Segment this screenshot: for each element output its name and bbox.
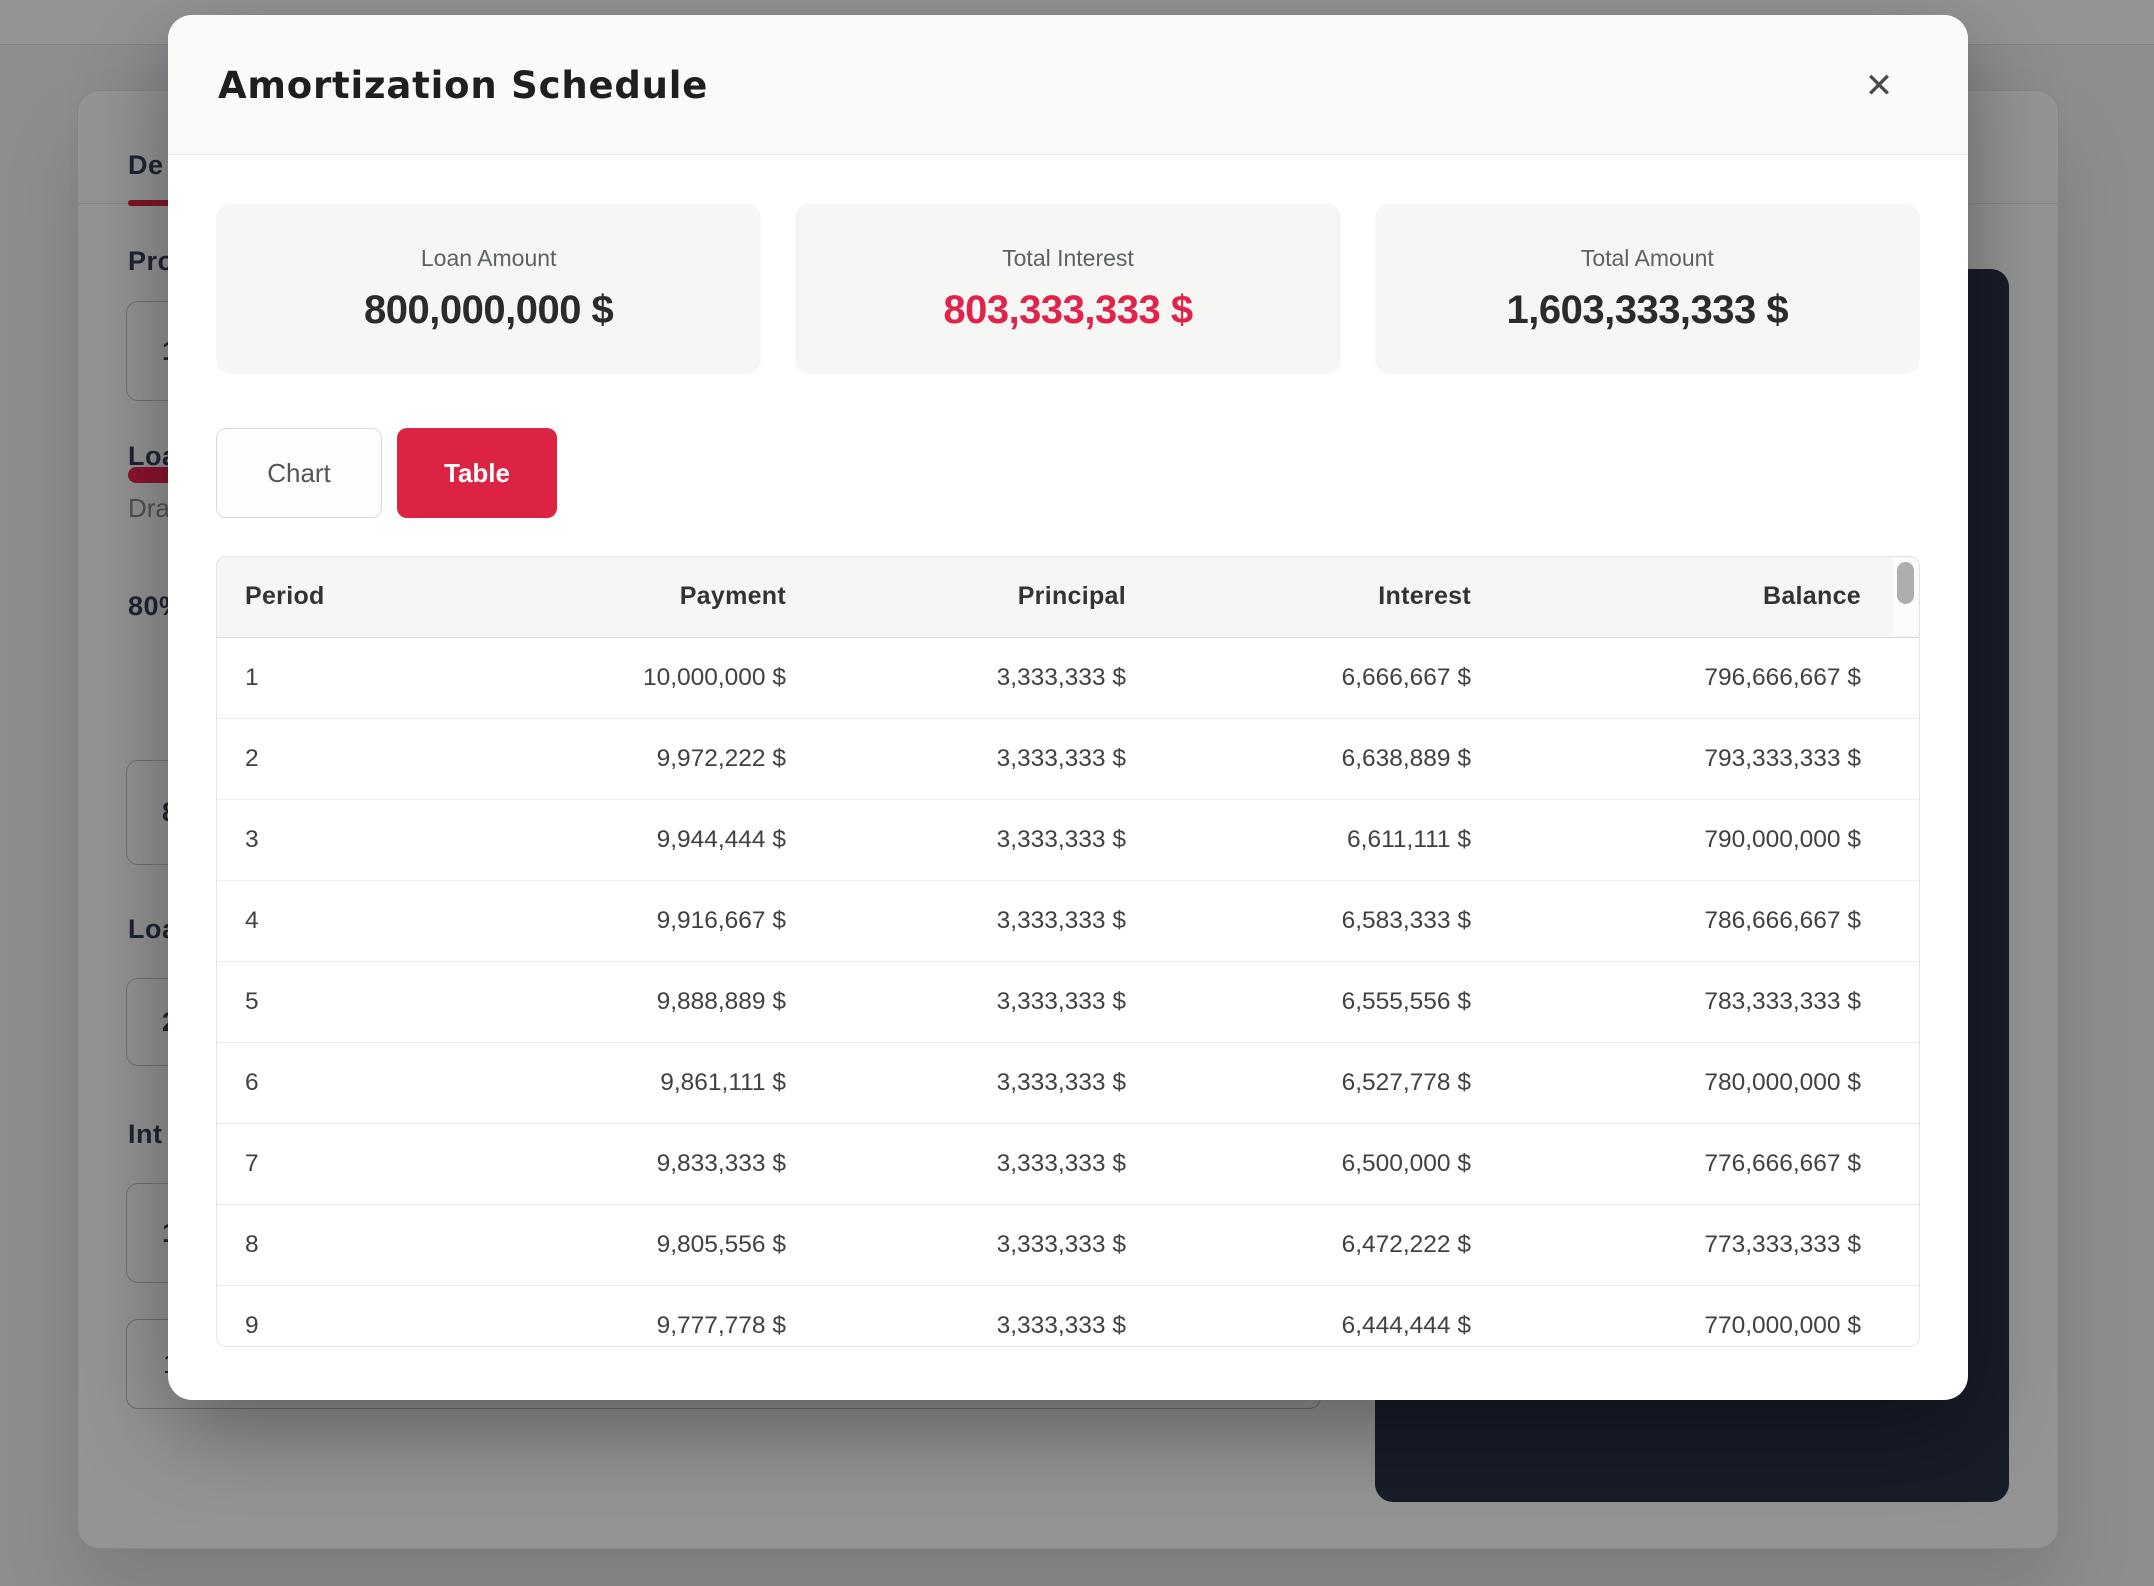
cell-payment: 9,888,889 $ <box>577 960 802 1042</box>
cell-balance: 776,666,667 $ <box>1487 1122 1919 1204</box>
modal-title: Amortization Schedule <box>218 63 709 107</box>
amortization-table-container[interactable]: Period Payment Principal Interest Balanc… <box>216 556 1920 1347</box>
cell-balance: 770,000,000 $ <box>1487 1284 1919 1346</box>
cell-period: 3 <box>217 798 577 880</box>
total-interest-card-label: Total Interest <box>1002 245 1134 271</box>
table-button[interactable]: Table <box>397 428 557 518</box>
cell-interest: 6,583,333 $ <box>1142 879 1487 961</box>
table-row: 8 9,805,556 $ 3,333,333 $ 6,472,222 $ 77… <box>217 1203 1919 1285</box>
cell-payment: 9,777,778 $ <box>577 1284 802 1346</box>
amortization-modal: Amortization Schedule ✕ Loan Amount 800,… <box>168 15 1968 1400</box>
table-row: 5 9,888,889 $ 3,333,333 $ 6,555,556 $ 78… <box>217 960 1919 1042</box>
total-interest-card: Total Interest 803,333,333 $ <box>795 204 1341 374</box>
cell-payment: 9,944,444 $ <box>577 798 802 880</box>
cell-principal: 3,333,333 $ <box>802 717 1142 799</box>
property-label: Pro <box>128 246 175 276</box>
drag-helper-text: Dra <box>128 493 170 523</box>
table-row: 7 9,833,333 $ 3,333,333 $ 6,500,000 $ 77… <box>217 1122 1919 1204</box>
cell-balance: 796,666,667 $ <box>1704 663 1861 691</box>
cell-principal: 3,333,333 $ <box>996 663 1126 691</box>
tab-deal[interactable]: De <box>128 150 164 180</box>
cell-balance: 786,666,667 $ <box>1487 879 1919 961</box>
cell-period: 1 <box>245 663 259 691</box>
table-row: 6 9,861,111 $ 3,333,333 $ 6,527,778 $ 78… <box>217 1041 1919 1123</box>
col-period: Period <box>217 557 577 638</box>
cell-balance: 793,333,333 $ <box>1487 717 1919 799</box>
cell-principal: 3,333,333 $ <box>802 1284 1142 1346</box>
cell-interest: 6,444,444 $ <box>1142 1284 1487 1346</box>
total-amount-card: Total Amount 1,603,333,333 $ <box>1374 204 1920 374</box>
col-balance: Balance <box>1487 557 1919 638</box>
cell-interest: 6,638,889 $ <box>1142 717 1487 799</box>
cell-principal: 3,333,333 $ <box>802 1041 1142 1123</box>
view-toggle: Chart Table <box>216 428 1920 518</box>
cell-payment: 9,916,667 $ <box>577 879 802 961</box>
table-row: 9 9,777,778 $ 3,333,333 $ 6,444,444 $ 77… <box>217 1284 1919 1346</box>
total-interest-card-value: 803,333,333 $ <box>943 288 1193 332</box>
cell-balance: 783,333,333 $ <box>1487 960 1919 1042</box>
cell-payment: 9,833,333 $ <box>577 1122 802 1204</box>
col-principal: Principal <box>802 557 1142 638</box>
total-amount-card-label: Total Amount <box>1580 245 1714 271</box>
table-row: 4 9,916,667 $ 3,333,333 $ 6,583,333 $ 78… <box>217 879 1919 961</box>
cell-interest: 6,472,222 $ <box>1142 1203 1487 1285</box>
cell-interest: 6,611,111 $ <box>1142 798 1487 880</box>
total-amount-card-value: 1,603,333,333 $ <box>1506 288 1789 332</box>
cell-principal: 3,333,333 $ <box>802 879 1142 961</box>
cell-interest: 6,527,778 $ <box>1142 1041 1487 1123</box>
cell-period: 8 <box>217 1203 577 1285</box>
table-header-row: Period Payment Principal Interest Balanc… <box>217 557 1919 638</box>
col-interest: Interest <box>1142 557 1487 638</box>
loan-amount-card-label: Loan Amount <box>420 245 557 271</box>
cell-payment: 9,805,556 $ <box>577 1203 802 1285</box>
cell-period: 2 <box>217 717 577 799</box>
cell-period: 9 <box>217 1284 577 1346</box>
cell-balance: 773,333,333 $ <box>1487 1203 1919 1285</box>
summary-cards-row: Loan Amount 800,000,000 $ Total Interest… <box>216 204 1920 374</box>
cell-principal: 3,333,333 $ <box>802 1122 1142 1204</box>
loan-amount-card-value: 800,000,000 $ <box>364 288 614 332</box>
interest-label: Int <box>128 1119 163 1149</box>
table-row: 1 10,000,000 $ 3,333,333 $ 6,666,667 $ 7… <box>217 637 1919 718</box>
cell-balance: 790,000,000 $ <box>1487 798 1919 880</box>
table-scrollbar[interactable] <box>1897 562 1914 604</box>
col-payment: Payment <box>577 557 802 638</box>
cell-payment: 9,972,222 $ <box>577 717 802 799</box>
chart-button[interactable]: Chart <box>216 428 382 518</box>
table-row: 3 9,944,444 $ 3,333,333 $ 6,611,111 $ 79… <box>217 798 1919 880</box>
cell-principal: 3,333,333 $ <box>802 798 1142 880</box>
cell-interest: 6,555,556 $ <box>1142 960 1487 1042</box>
loan-amount-card: Loan Amount 800,000,000 $ <box>216 204 762 374</box>
cell-payment: 10,000,000 $ <box>642 663 786 691</box>
cell-period: 6 <box>217 1041 577 1123</box>
cell-period: 5 <box>217 960 577 1042</box>
cell-payment: 9,861,111 $ <box>577 1041 802 1123</box>
modal-header: Amortization Schedule ✕ <box>168 15 1968 155</box>
close-icon[interactable]: ✕ <box>1864 67 1894 105</box>
modal-body: Loan Amount 800,000,000 $ Total Interest… <box>168 204 1968 1347</box>
cell-period: 7 <box>217 1122 577 1204</box>
cell-balance: 780,000,000 $ <box>1487 1041 1919 1123</box>
cell-period: 4 <box>217 879 577 961</box>
cell-principal: 3,333,333 $ <box>802 1203 1142 1285</box>
cell-interest: 6,666,667 $ <box>1341 663 1471 691</box>
table-row: 2 9,972,222 $ 3,333,333 $ 6,638,889 $ 79… <box>217 717 1919 799</box>
cell-interest: 6,500,000 $ <box>1142 1122 1487 1204</box>
amortization-table: Period Payment Principal Interest Balanc… <box>217 557 1919 1346</box>
cell-principal: 3,333,333 $ <box>802 960 1142 1042</box>
